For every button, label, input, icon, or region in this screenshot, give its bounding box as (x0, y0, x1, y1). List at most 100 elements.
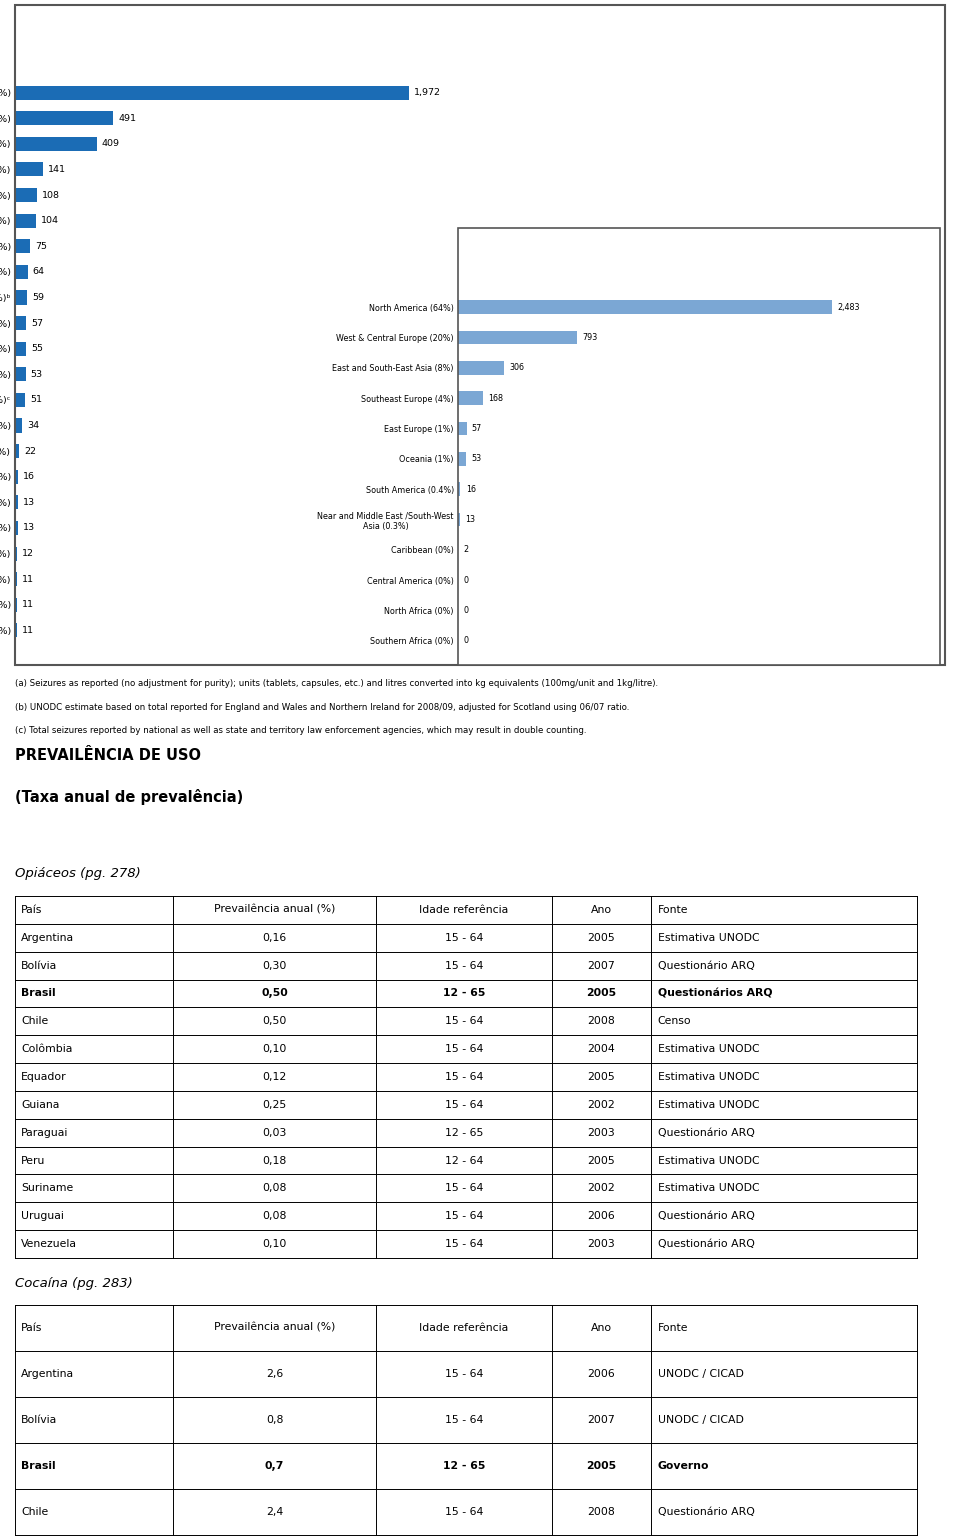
Text: 12 - 65: 12 - 65 (443, 1461, 485, 1471)
Text: 168: 168 (489, 394, 504, 403)
Text: 0,25: 0,25 (262, 1100, 287, 1110)
Text: 793: 793 (583, 332, 598, 342)
Bar (15, 623, 17, 637)
Text: 15 - 64: 15 - 64 (444, 1239, 483, 1250)
Text: Argentina: Argentina (21, 1370, 75, 1379)
Text: Bolívia: Bolívia (21, 960, 58, 971)
Text: 0,08: 0,08 (262, 1183, 287, 1193)
Text: Estimativa UNODC: Estimativa UNODC (658, 1183, 759, 1193)
Bar (15, 163, 43, 177)
Text: 2003: 2003 (588, 1128, 615, 1137)
Text: Colômbia: Colômbia (21, 1043, 73, 1054)
Text: 55: 55 (31, 345, 43, 352)
Text: Estimativa UNODC: Estimativa UNODC (658, 1100, 759, 1110)
Text: 15 - 64: 15 - 64 (444, 1016, 483, 1027)
Text: Questionário ARQ: Questionário ARQ (658, 1239, 755, 1250)
Bar (15, 573, 17, 586)
Text: 0,10: 0,10 (262, 1043, 287, 1054)
Text: Questionário ARQ: Questionário ARQ (658, 1128, 755, 1137)
Text: 11: 11 (22, 600, 35, 609)
Text: Fonte: Fonte (658, 1324, 688, 1333)
Text: 409: 409 (102, 140, 120, 148)
Text: 15 - 64: 15 - 64 (444, 1073, 483, 1082)
Text: Brasil: Brasil (21, 1461, 56, 1471)
Bar (15, 469, 18, 483)
Text: 2004: 2004 (588, 1043, 615, 1054)
Text: 2007: 2007 (588, 1414, 615, 1425)
Text: Governo: Governo (658, 1461, 709, 1471)
Text: 2008: 2008 (588, 1507, 615, 1517)
Text: 15 - 64: 15 - 64 (444, 933, 483, 943)
Text: 2,4: 2,4 (266, 1507, 283, 1517)
Text: 15 - 64: 15 - 64 (444, 960, 483, 971)
Text: 0,50: 0,50 (261, 988, 288, 999)
Text: UNODC / CICAD: UNODC / CICAD (658, 1370, 743, 1379)
Text: 2,6: 2,6 (266, 1370, 283, 1379)
Text: 2006: 2006 (588, 1211, 615, 1222)
Text: 306: 306 (510, 363, 524, 372)
Bar (458, 362, 504, 374)
Bar (15, 111, 113, 125)
Text: Ano: Ano (591, 905, 612, 914)
Text: Chile: Chile (21, 1507, 49, 1517)
Bar (15, 239, 30, 254)
Text: PREVAILÊNCIA DE USO: PREVAILÊNCIA DE USO (15, 748, 201, 763)
Text: in kg equivalents and in % BY REGION - 2008: in kg equivalents and in % BY REGION - 2… (586, 262, 813, 271)
Text: 16: 16 (23, 472, 36, 482)
Bar (458, 300, 832, 314)
Text: 16: 16 (466, 485, 476, 494)
Text: Uruguai: Uruguai (21, 1211, 64, 1222)
Text: 0: 0 (464, 636, 468, 645)
Text: 15 - 64: 15 - 64 (444, 1100, 483, 1110)
Text: 2005: 2005 (588, 933, 615, 943)
Text: 13: 13 (23, 523, 35, 532)
Bar (15, 315, 26, 331)
Text: 0,7: 0,7 (265, 1461, 284, 1471)
Bar (15, 86, 409, 100)
Bar (15, 291, 27, 305)
Text: Estimativa UNODC: Estimativa UNODC (658, 1043, 759, 1054)
Bar (15, 368, 26, 382)
Text: Guiana: Guiana (21, 1100, 60, 1110)
Text: 57: 57 (32, 319, 43, 328)
Text: 2006: 2006 (588, 1370, 615, 1379)
Text: 75: 75 (35, 242, 47, 251)
Text: 0,10: 0,10 (262, 1239, 287, 1250)
Text: Ano: Ano (591, 1324, 612, 1333)
Text: Prevailência anual (%): Prevailência anual (%) (214, 905, 335, 914)
Text: 12 - 65: 12 - 65 (443, 988, 485, 999)
Text: Questionários ARQ: Questionários ARQ (658, 988, 772, 999)
Text: Brasil: Brasil (21, 988, 56, 999)
Text: 0,16: 0,16 (262, 933, 287, 943)
Text: UNODC / CICAD: UNODC / CICAD (658, 1414, 743, 1425)
Bar (15, 342, 26, 356)
Bar (458, 512, 460, 526)
Text: 53: 53 (31, 369, 43, 379)
Text: 53: 53 (471, 454, 481, 463)
Text: 0: 0 (464, 576, 468, 585)
Text: SEIZURESæ OF ECSTASY-GROUP SUBSTANCES: SEIZURESæ OF ECSTASY-GROUP SUBSTANCES (583, 239, 815, 248)
Text: Cocaína (pg. 283): Cocaína (pg. 283) (15, 1276, 132, 1290)
Text: Idade referência: Idade referência (420, 905, 509, 914)
Text: 15 - 64: 15 - 64 (444, 1183, 483, 1193)
Text: 1,972: 1,972 (415, 88, 442, 97)
Text: 11: 11 (22, 574, 35, 583)
Text: Equador: Equador (21, 1073, 67, 1082)
Text: Questionário ARQ: Questionário ARQ (658, 960, 755, 971)
Text: 2005: 2005 (588, 1156, 615, 1165)
Bar (15, 419, 22, 432)
Text: 59: 59 (32, 292, 44, 302)
Text: 64: 64 (33, 268, 45, 277)
Text: 0,12: 0,12 (262, 1073, 287, 1082)
Text: 15 - 64: 15 - 64 (444, 1414, 483, 1425)
Text: 22: 22 (24, 446, 36, 456)
Text: 2: 2 (464, 545, 468, 554)
Text: 2005: 2005 (587, 988, 616, 999)
Bar (15, 496, 17, 509)
Text: País: País (21, 1324, 42, 1333)
Text: Idade referência: Idade referência (420, 1324, 509, 1333)
Text: 0,8: 0,8 (266, 1414, 283, 1425)
Text: 0,30: 0,30 (262, 960, 287, 971)
Text: 13: 13 (23, 497, 35, 506)
Text: (c) Total seizures reported by national as well as state and territory law enfor: (c) Total seizures reported by national … (15, 726, 587, 736)
